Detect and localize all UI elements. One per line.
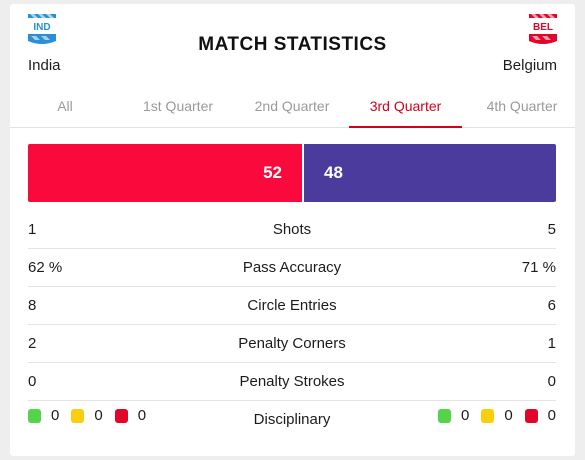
tab-3rd-quarter[interactable]: 3rd Quarter — [349, 86, 462, 128]
possession-away: 48 — [304, 144, 556, 202]
tab-4th-quarter[interactable]: 4th Quarter — [486, 98, 558, 114]
away-cards: 0 0 0 — [437, 407, 556, 424]
home-green-count: 0 — [51, 407, 60, 424]
away-team-name: Belgium — [502, 57, 557, 74]
stat-away-value: 1 — [547, 335, 556, 352]
stat-away-value: 0 — [547, 373, 556, 390]
page-title: MATCH STATISTICS — [198, 34, 387, 55]
stat-row-shots: 1 Shots 5 — [28, 211, 556, 249]
stat-away-value: 6 — [547, 297, 556, 314]
belgium-flag-icon: BEL — [529, 14, 557, 44]
yellow-card-icon — [71, 408, 85, 423]
stat-home-value: 62 % — [28, 259, 63, 276]
possession-home: 52 — [28, 144, 302, 202]
home-red-count: 0 — [137, 407, 147, 424]
team-home: IND India — [28, 14, 61, 74]
home-code: IND — [33, 22, 50, 33]
stat-home-value: 0 — [28, 373, 37, 390]
stat-row-pass-accuracy: 62 % Pass Accuracy 71 % — [28, 249, 556, 287]
away-yellow-count: 0 — [504, 407, 513, 424]
stat-label: Penalty Strokes — [239, 373, 345, 390]
stat-away-value: 5 — [547, 221, 556, 238]
team-away: BEL Belgium — [503, 14, 557, 74]
stat-row-penalty-corners: 2 Penalty Corners 1 — [28, 325, 556, 363]
india-flag-icon: IND — [28, 14, 56, 44]
possession-bar: 52 48 — [28, 144, 556, 202]
stat-label: Disciplinary — [253, 411, 331, 428]
away-red-count: 0 — [547, 407, 556, 424]
stat-label: Penalty Corners — [238, 335, 346, 352]
match-statistics-card: IND India MATCH STATISTICS BEL Belgium A… — [10, 4, 575, 456]
green-card-icon — [28, 408, 41, 423]
home-yellow-count: 0 — [94, 407, 103, 424]
home-cards: 0 0 0 — [28, 407, 146, 424]
red-card-icon — [524, 408, 538, 423]
stat-label: Pass Accuracy — [242, 259, 342, 276]
tab-1st-quarter[interactable]: 1st Quarter — [142, 98, 214, 114]
stat-label: Shots — [272, 221, 312, 238]
away-green-count: 0 — [460, 407, 470, 424]
possession-divider — [302, 144, 304, 202]
yellow-card-icon — [481, 408, 495, 423]
green-card-icon — [437, 408, 451, 423]
stat-row-circle-entries: 8 Circle Entries 6 — [28, 287, 556, 325]
quarter-tabs: All 1st Quarter 2nd Quarter 3rd Quarter … — [10, 86, 575, 128]
tab-2nd-quarter[interactable]: 2nd Quarter — [254, 98, 330, 114]
away-code: BEL — [533, 22, 553, 33]
stat-away-value: 71 % — [521, 259, 556, 276]
red-card-icon — [114, 408, 128, 423]
stat-label: Circle Entries — [247, 297, 337, 314]
stat-home-value: 2 — [28, 335, 37, 352]
stat-row-disciplinary: 0 0 0 Disciplinary 0 0 0 — [28, 401, 556, 439]
tab-all[interactable]: All — [57, 98, 73, 114]
home-team-name: India — [28, 57, 61, 74]
stat-home-value: 8 — [28, 297, 37, 314]
stat-row-penalty-strokes: 0 Penalty Strokes 0 — [28, 363, 556, 401]
stat-home-value: 1 — [28, 221, 37, 238]
